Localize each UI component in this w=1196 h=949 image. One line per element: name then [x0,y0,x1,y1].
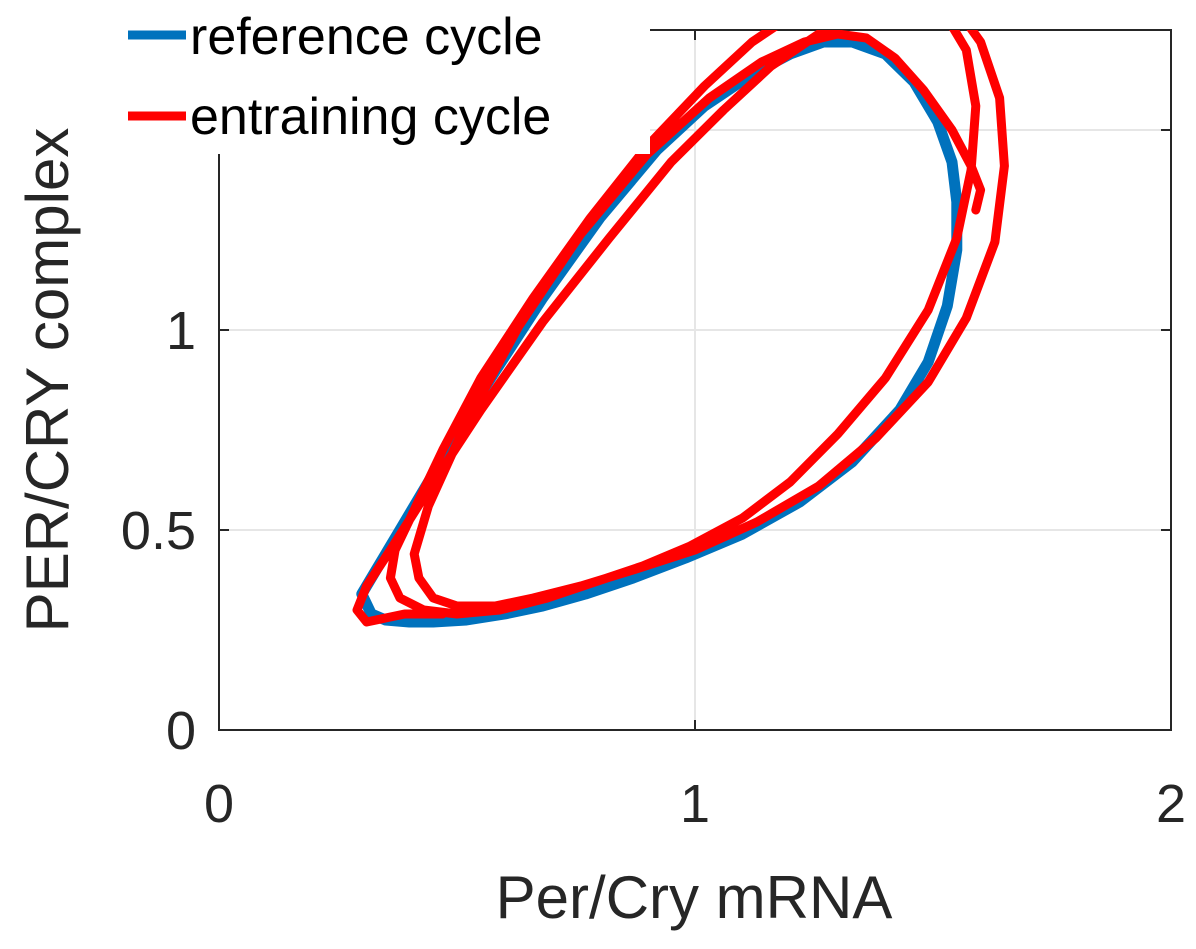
x-tick-label: 1 [680,774,710,834]
y-tick-label: 0 [166,701,196,761]
series-layer [352,30,1009,628]
x-axis-label: Per/Cry mRNA [496,864,893,931]
y-tick-label: 0.5 [121,501,196,561]
series-line-entraining-cycle [352,30,1009,627]
x-tick-label: 0 [204,774,234,834]
legend-label-reference-cycle: reference cycle [190,8,543,66]
y-tick-label: 1 [166,301,196,361]
legend: reference cycle entraining cycle [120,6,650,154]
legend-box [120,6,650,154]
x-tick-label: 2 [1156,774,1186,834]
y-axis-label: PER/CRY complex [14,128,81,633]
legend-label-entraining-cycle: entraining cycle [190,88,551,146]
